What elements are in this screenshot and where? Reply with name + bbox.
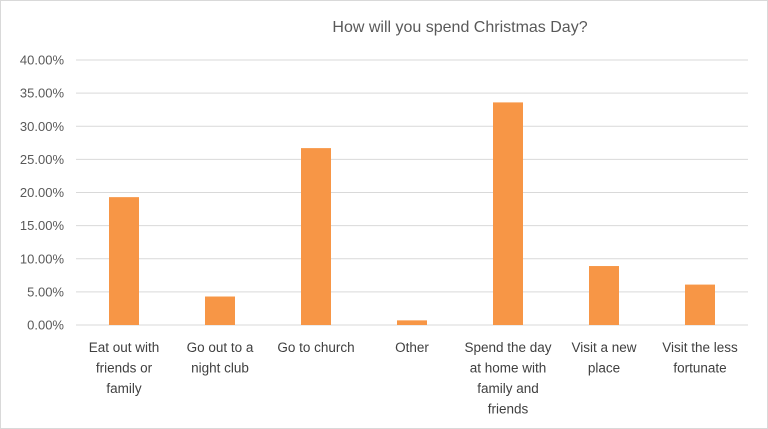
y-tick-label: 25.00% [20, 152, 65, 167]
bar [493, 102, 523, 326]
y-tick-label: 35.00% [20, 86, 65, 101]
y-tick-label: 15.00% [20, 218, 65, 233]
x-tick-label: Visit the less fortunate [662, 340, 738, 376]
bar [205, 296, 235, 325]
bar [397, 320, 427, 325]
y-axis-ticks: 0.00% 5.00% 10.00% 15.00% 20.00% 25.00% 30.00%… [20, 53, 65, 333]
grid-lines [76, 59, 748, 326]
bar [685, 284, 715, 325]
x-tick-label: Spend the day at home with family and frien… [464, 340, 551, 417]
y-tick-label: 5.00% [27, 284, 64, 299]
x-tick-label: Visit a new place [571, 340, 636, 376]
x-tick-label: Eat out with friends or family [89, 340, 160, 396]
bars [109, 102, 715, 326]
y-tick-label: 10.00% [20, 251, 65, 266]
y-tick-label: 20.00% [20, 185, 65, 200]
y-tick-label: 40.00% [20, 53, 65, 68]
y-tick-label: 0.00% [27, 318, 64, 333]
bar [109, 197, 139, 325]
bar [589, 266, 619, 325]
x-tick-label: Go out to a night club [187, 340, 254, 376]
chart-title: How will you spend Christmas Day? [332, 19, 587, 36]
bar [301, 148, 331, 325]
y-tick-label: 30.00% [20, 119, 65, 134]
x-tick-label: Go to church [277, 340, 354, 355]
x-tick-label: Other [395, 340, 429, 355]
